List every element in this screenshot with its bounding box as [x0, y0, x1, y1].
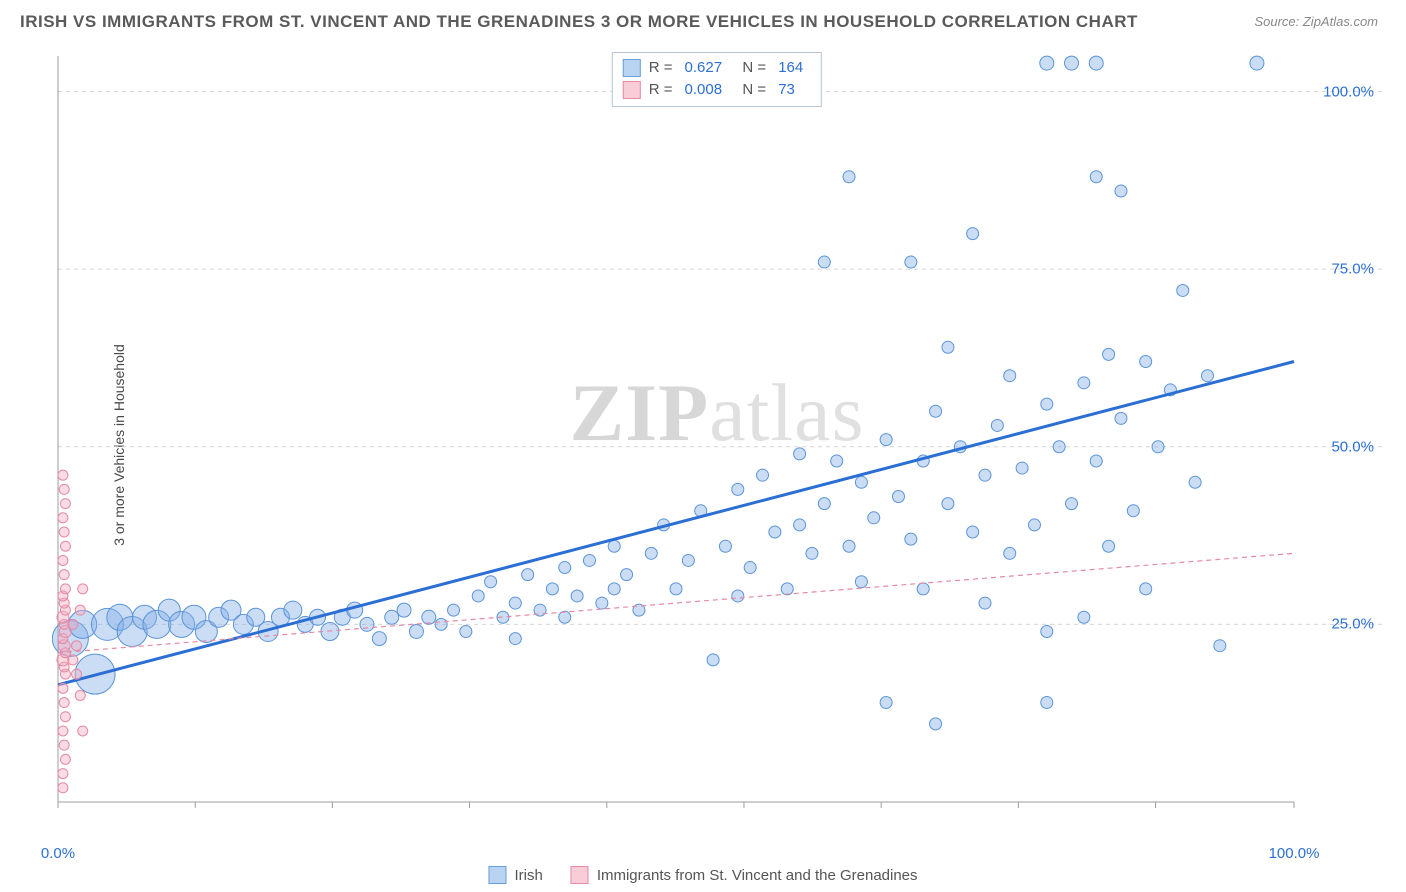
- series-irish: [52, 56, 1294, 730]
- stats-row: R = 0.627 N = 164: [623, 57, 807, 79]
- stats-n-label: N =: [734, 57, 766, 79]
- legend-swatch: [623, 81, 641, 99]
- legend-swatch: [623, 59, 641, 77]
- stats-r-value: 0.008: [681, 79, 727, 101]
- scatter-plot: [52, 50, 1382, 840]
- legend-item: Irish: [488, 866, 542, 884]
- x-tick-label: 0.0%: [41, 845, 75, 862]
- y-tick-label: 50.0%: [1331, 438, 1374, 455]
- stats-r-value: 0.627: [681, 57, 727, 79]
- stats-n-value: 164: [774, 57, 807, 79]
- legend-item: Immigrants from St. Vincent and the Gren…: [571, 866, 918, 884]
- stats-n-value: 73: [774, 79, 799, 101]
- legend-label: Immigrants from St. Vincent and the Gren…: [597, 867, 918, 884]
- legend-swatch: [488, 866, 506, 884]
- stats-r-label: R =: [649, 79, 673, 101]
- chart-title: IRISH VS IMMIGRANTS FROM ST. VINCENT AND…: [20, 12, 1138, 32]
- y-tick-label: 75.0%: [1331, 261, 1374, 278]
- stats-legend-box: R = 0.627 N = 164 R = 0.008 N = 73: [612, 52, 822, 107]
- source-attribution: Source: ZipAtlas.com: [1254, 14, 1378, 29]
- legend-swatch: [571, 866, 589, 884]
- bottom-legend: Irish Immigrants from St. Vincent and the…: [488, 866, 917, 884]
- x-tick-label: 100.0%: [1269, 845, 1320, 862]
- y-tick-label: 25.0%: [1331, 616, 1374, 633]
- chart-container: 3 or more Vehicles in Household ZIPatlas…: [52, 50, 1382, 840]
- stats-r-label: R =: [649, 57, 673, 79]
- stats-n-label: N =: [734, 79, 766, 101]
- y-tick-label: 100.0%: [1323, 83, 1374, 100]
- legend-label: Irish: [514, 867, 542, 884]
- stats-row: R = 0.008 N = 73: [623, 79, 807, 101]
